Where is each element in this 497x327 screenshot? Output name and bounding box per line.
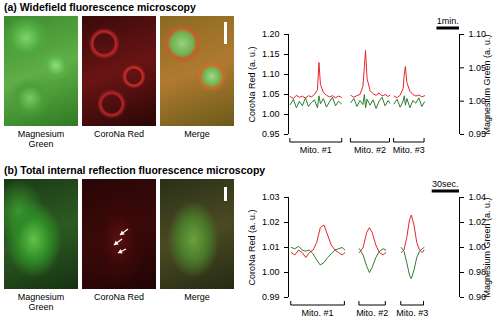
svg-text:1.00: 1.00 bbox=[262, 267, 280, 277]
svg-text:1.02: 1.02 bbox=[468, 217, 486, 228]
html-text:Merge: Merge bbox=[184, 129, 210, 139]
html-text:CoroNa Red: CoroNa Red bbox=[94, 129, 144, 139]
svg-text:0.95: 0.95 bbox=[262, 129, 280, 139]
svg-text:1.00: 1.00 bbox=[468, 96, 486, 106]
svg-text:0.99: 0.99 bbox=[262, 292, 280, 302]
svg-text:1.10: 1.10 bbox=[262, 69, 280, 79]
html-text:(b) Total internal reflection: (b) Total internal reflection fluorescen… bbox=[4, 164, 266, 176]
svg-text:CoroNa Red (a. u.): CoroNa Red (a. u.) bbox=[247, 209, 257, 285]
html-text:Merge: Merge bbox=[184, 292, 210, 302]
svg-text:0.95: 0.95 bbox=[468, 129, 486, 140]
svg-text:Mito. #3: Mito. #3 bbox=[393, 145, 425, 155]
svg-text:CoroNa Red (a. u.): CoroNa Red (a. u.) bbox=[247, 46, 257, 122]
svg-text:1.00: 1.00 bbox=[468, 242, 486, 253]
svg-text:Magnesium Green (a. u.): Magnesium Green (a. u.) bbox=[482, 34, 492, 134]
svg-text:1.01: 1.01 bbox=[262, 242, 280, 252]
svg-text:1.00: 1.00 bbox=[262, 109, 280, 119]
svg-text:Mito. #2: Mito. #2 bbox=[356, 308, 388, 318]
svg-text:1min.: 1min. bbox=[437, 16, 459, 26]
html-text:CoroNa Red: CoroNa Red bbox=[94, 292, 144, 302]
svg-text:Mito. #1: Mito. #1 bbox=[300, 145, 332, 155]
html-text:Magnesium Green: Magnesium Green bbox=[17, 129, 65, 149]
html-text:Magnesium Green: Magnesium Green bbox=[17, 292, 65, 312]
html-text:(a) Widefield fluorescence mic: (a) Widefield fluorescence microscopy bbox=[4, 1, 196, 13]
svg-text:Magnesium Green (a. u.): Magnesium Green (a. u.) bbox=[482, 197, 492, 297]
svg-text:30sec.: 30sec. bbox=[432, 179, 459, 189]
svg-text:1.02: 1.02 bbox=[262, 217, 280, 227]
svg-text:1.05: 1.05 bbox=[468, 62, 486, 73]
svg-text:1.20: 1.20 bbox=[262, 29, 280, 39]
svg-text:1.05: 1.05 bbox=[262, 89, 280, 99]
svg-text:Mito. #1: Mito. #1 bbox=[302, 308, 334, 318]
svg-text:1.15: 1.15 bbox=[262, 49, 280, 59]
svg-text:Mito. #2: Mito. #2 bbox=[354, 145, 386, 155]
svg-text:0.98: 0.98 bbox=[468, 267, 486, 278]
svg-text:1.10: 1.10 bbox=[468, 29, 486, 40]
svg-text:1.03: 1.03 bbox=[262, 192, 280, 202]
svg-text:Mito. #3: Mito. #3 bbox=[396, 308, 428, 318]
svg-text:1.04: 1.04 bbox=[468, 192, 486, 203]
svg-text:0.96: 0.96 bbox=[468, 292, 486, 303]
